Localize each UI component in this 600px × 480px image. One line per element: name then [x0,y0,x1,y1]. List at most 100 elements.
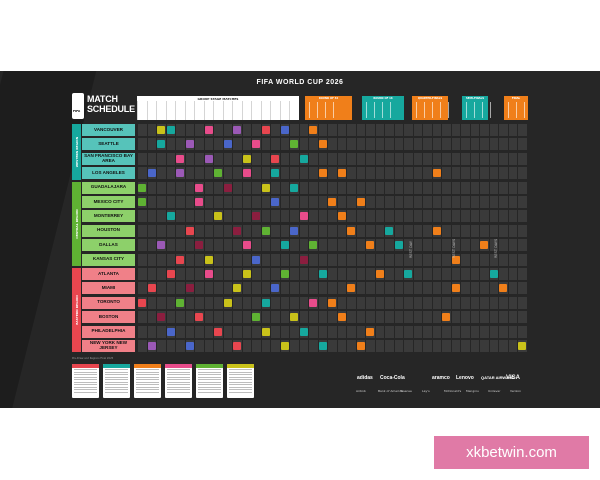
match-cell[interactable] [280,126,289,134]
match-cell[interactable] [204,126,213,134]
match-cell[interactable] [318,169,327,178]
match-cell[interactable] [242,169,251,178]
match-cell[interactable] [166,270,175,278]
match-cell[interactable] [242,154,251,163]
match-cell[interactable] [290,183,298,192]
match-cell[interactable] [176,169,184,178]
match-cell[interactable] [252,212,260,221]
match-cell[interactable] [280,270,289,278]
match-cell[interactable] [489,270,498,278]
match-cell[interactable] [366,241,374,250]
match-cell[interactable] [261,126,270,134]
match-cell[interactable] [299,212,308,221]
match-cell[interactable] [176,298,184,307]
match-cell[interactable] [138,298,146,307]
match-cell[interactable] [166,327,175,336]
match-cell[interactable] [147,342,156,350]
match-cell[interactable] [157,313,165,322]
match-cell[interactable] [242,270,251,278]
watermark-banner[interactable]: xkbetwin.com [434,436,589,469]
match-cell[interactable] [252,255,260,264]
match-cell[interactable] [337,169,346,178]
match-cell[interactable] [280,342,289,350]
match-cell[interactable] [214,327,222,336]
match-cell[interactable] [318,140,327,149]
match-cell[interactable] [261,298,270,307]
match-cell[interactable] [185,342,194,350]
match-cell[interactable] [451,255,460,264]
match-cell[interactable] [299,327,308,336]
match-cell[interactable] [185,226,194,235]
match-cell[interactable] [356,342,365,350]
match-cell[interactable] [442,313,450,322]
match-cell[interactable] [185,284,194,293]
match-cell[interactable] [290,140,298,149]
match-cell[interactable] [337,212,346,221]
match-cell[interactable] [318,342,327,350]
match-cell[interactable] [404,270,412,278]
match-cell[interactable] [432,169,441,178]
match-cell[interactable] [223,140,232,149]
match-cell[interactable] [271,154,279,163]
match-cell[interactable] [299,255,308,264]
match-cell[interactable] [204,154,213,163]
match-cell[interactable] [166,126,175,134]
match-cell[interactable] [233,284,241,293]
match-cell[interactable] [328,198,336,206]
match-cell[interactable] [271,284,279,293]
match-cell[interactable] [223,298,232,307]
match-cell[interactable] [337,313,346,322]
match-cell[interactable] [309,298,317,307]
match-cell[interactable] [309,126,317,134]
match-cell[interactable] [375,270,384,278]
match-cell[interactable] [195,198,203,206]
match-cell[interactable] [280,241,289,250]
match-cell[interactable] [252,140,260,149]
match-cell[interactable] [499,284,507,293]
match-cell[interactable] [176,255,184,264]
match-cell[interactable] [451,284,460,293]
match-cell[interactable] [223,183,232,192]
match-cell[interactable] [157,140,165,149]
match-cell[interactable] [271,169,279,178]
match-cell[interactable] [233,226,241,235]
match-cell[interactable] [242,241,251,250]
match-cell[interactable] [157,126,165,134]
match-cell[interactable] [356,198,365,206]
match-cell[interactable] [147,284,156,293]
match-cell[interactable] [176,154,184,163]
match-cell[interactable] [261,327,270,336]
match-cell[interactable] [214,212,222,221]
match-cell[interactable] [166,212,175,221]
match-cell[interactable] [299,154,308,163]
match-cell[interactable] [261,183,270,192]
match-cell[interactable] [252,313,260,322]
match-cell[interactable] [261,226,270,235]
match-cell[interactable] [385,226,393,235]
match-cell[interactable] [195,313,203,322]
match-cell[interactable] [290,313,298,322]
match-cell[interactable] [138,198,146,206]
match-cell[interactable] [480,241,488,250]
match-cell[interactable] [138,183,146,192]
match-cell[interactable] [318,270,327,278]
match-cell[interactable] [518,342,526,350]
match-cell[interactable] [290,226,298,235]
match-cell[interactable] [157,241,165,250]
match-cell[interactable] [233,126,241,134]
match-cell[interactable] [195,241,203,250]
match-cell[interactable] [233,342,241,350]
match-cell[interactable] [328,298,336,307]
match-cell[interactable] [204,255,213,264]
match-cell[interactable] [366,327,374,336]
match-cell[interactable] [309,241,317,250]
match-cell[interactable] [147,169,156,178]
match-cell[interactable] [195,183,203,192]
match-cell[interactable] [432,226,441,235]
match-cell[interactable] [347,226,355,235]
match-cell[interactable] [394,241,403,250]
match-cell[interactable] [204,270,213,278]
match-cell[interactable] [185,140,194,149]
match-cell[interactable] [214,169,222,178]
match-cell[interactable] [271,198,279,206]
